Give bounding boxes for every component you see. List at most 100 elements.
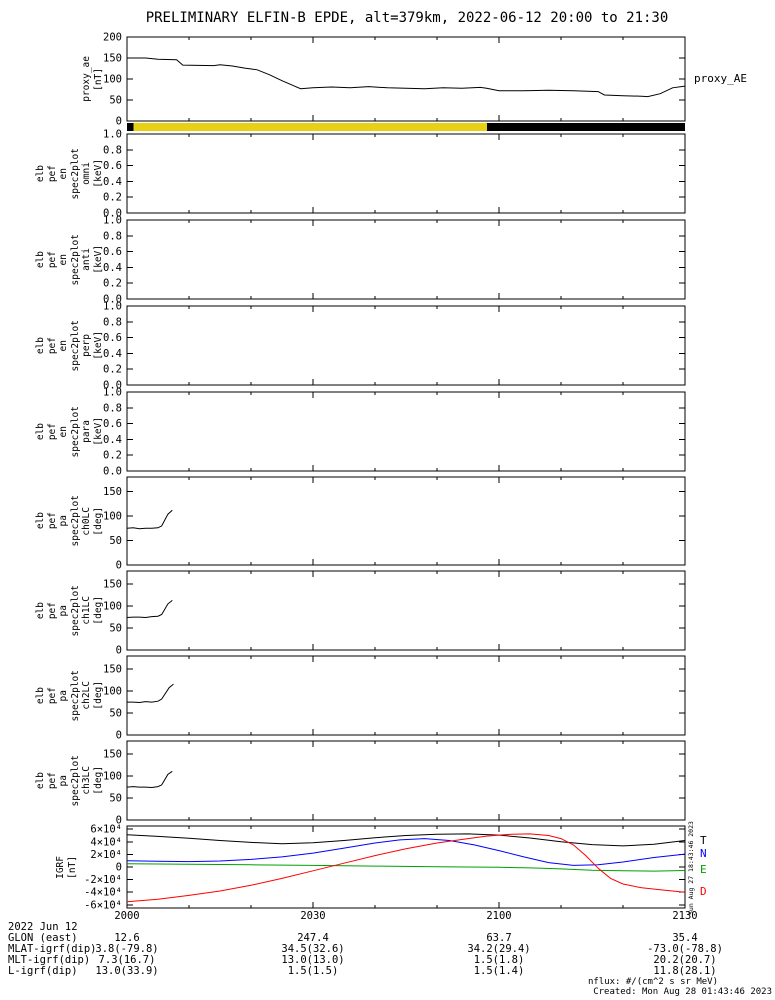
ylabel-word: pef (46, 771, 58, 790)
panel-frame (126, 825, 686, 909)
panel-frame (126, 219, 686, 300)
ytick-label: 0 (116, 730, 122, 742)
side-timestamp: Sun Aug 27 18:43:46 2023 (687, 821, 695, 915)
ytick-label: 150 (103, 53, 122, 65)
ylabel-word: en (58, 339, 70, 352)
footer-value: 3.8(-79.8) (95, 943, 159, 955)
xtick-label: 2100 (486, 910, 511, 922)
footer-row-label: MLAT-igrf(dip) (8, 943, 97, 955)
ylabel-word: pef (46, 512, 58, 530)
footer-value: 7.3(16.7) (98, 954, 156, 966)
ylabel-word: spec2plot (69, 669, 81, 722)
ylabel-pa_ch0LC: elb pef pa spec2plot ch0LC [deg] (28, 477, 124, 565)
ytick-label: 50 (109, 535, 122, 547)
ylabel-word: pef (46, 164, 58, 183)
footer-value: 34.5(32.6) (281, 943, 345, 955)
footer-value: -73.0(-78.8) (647, 943, 723, 955)
ytick-label: 50 (109, 793, 122, 805)
footer-value: 34.2(29.4) (467, 943, 531, 955)
ylabel-word: elb (35, 250, 47, 269)
ytick-label: 0.2 (103, 450, 122, 462)
series-E (126, 863, 686, 872)
ytick-label: 150 (103, 664, 122, 676)
ylabel-word: [nT] (66, 855, 78, 879)
panel-pa_ch0LC: 0 50 100 150 (103, 476, 686, 572)
ylabel-word: [deg] (92, 766, 104, 795)
ytick-label: 100 (103, 771, 122, 783)
ylabel-word: proxy_ae (81, 56, 93, 102)
ytick-label: 100 (103, 601, 122, 613)
ytick-label: 0.0 (103, 208, 122, 220)
ylabel-word: omni (81, 162, 93, 185)
ytick-label: 50 (109, 95, 122, 107)
footer-row-label: 2022 Jun 12 (8, 921, 78, 933)
ytick-label: 0.4 (103, 262, 122, 274)
ylabel-word: pa (58, 515, 70, 527)
ytick-label: 6×10⁴ (90, 824, 122, 836)
ylabel-word: [keV] (92, 245, 104, 274)
footer-value: 63.7 (486, 932, 512, 944)
panel-frame (126, 36, 686, 122)
panel-en_perp: 0.0 0.2 0.4 0.6 0.8 1.0 (103, 301, 686, 392)
ytick-label: 1.0 (103, 215, 122, 227)
panel-frame (126, 391, 686, 472)
ylabel-word: spec2plot (69, 754, 81, 807)
panel-frame (126, 305, 686, 386)
footer-row-label: GLON (east) (8, 932, 78, 944)
ytick-label: 0.6 (103, 246, 122, 258)
ytick-label: 0.2 (103, 192, 122, 204)
flag-bar-segment (486, 123, 685, 131)
footer-value: 1.5(1.5) (287, 965, 339, 977)
plot-title: PRELIMINARY ELFIN-B EPDE, alt=379km, 202… (145, 10, 669, 26)
ytick-label: 0 (116, 116, 122, 128)
ylabel-word: pef (46, 686, 58, 705)
ylabel-word: spec2plot (69, 405, 81, 458)
ytick-label: 0.4 (103, 176, 122, 188)
footer-value: 1.5(1.4) (473, 965, 525, 977)
series-N (126, 838, 686, 866)
ytick-label: 0 (116, 815, 122, 827)
ytick-label: 150 (103, 579, 122, 591)
footer-value: 1.5(1.8) (473, 954, 525, 966)
ylabel-en_anti: elb pef en spec2plot anti [keV] (28, 220, 124, 299)
ylabel-word: IGRF (55, 855, 67, 879)
ytick-label: 0 (116, 560, 122, 572)
ylabel-word: ch0LC (81, 506, 93, 536)
ylabel-word: [keV] (92, 417, 104, 446)
ylabel-word: pef (46, 601, 58, 620)
footer-row-label: MLT-igrf(dip) (8, 954, 91, 966)
ylabel-word: elb (35, 422, 47, 441)
ytick-label: 150 (103, 749, 122, 761)
ylabel-word: pa (58, 604, 70, 617)
series-ch2LC (127, 683, 174, 704)
ytick-label: 1.0 (103, 129, 122, 141)
ylabel-igrf: IGRF [nT] (28, 826, 124, 908)
ytick-label: 0.8 (103, 230, 122, 242)
ylabel-word: spec2plot (69, 495, 81, 547)
ytick-label: 100 (103, 74, 122, 86)
footer-value: 35.4 (672, 932, 698, 944)
ytick-label: 0.0 (103, 294, 122, 306)
ytick-label: 200 (103, 32, 122, 44)
ytick-label: 50 (109, 708, 122, 720)
ylabel-word: [deg] (92, 596, 104, 625)
footer-value: 13.0(13.0) (281, 954, 345, 966)
ylabel-word: ch3LC (81, 766, 93, 795)
ytick-label: 0 (116, 645, 122, 657)
footer-value: 13.0(33.9) (95, 965, 159, 977)
ylabel-word: [keV] (92, 159, 104, 188)
panel-frame (126, 570, 686, 651)
footer-row-label: L-igrf(dip) (8, 965, 78, 977)
ylabel-en_para: elb pef en spec2plot para [keV] (28, 392, 124, 471)
ytick-label: -6×10⁴ (84, 899, 122, 911)
panel-en_anti: 0.0 0.2 0.4 0.6 0.8 1.0 (103, 215, 686, 306)
ytick-label: 0.2 (103, 278, 122, 290)
igrf-series-label-E: E (700, 863, 707, 877)
panel-pa_ch2LC: 0 50 100 150 (103, 655, 686, 742)
ylabel-word: pa (58, 774, 70, 787)
ylabel-word: pef (46, 336, 58, 355)
ytick-label: 4×10⁴ (90, 836, 122, 848)
footer-value: 12.6 (114, 932, 140, 944)
